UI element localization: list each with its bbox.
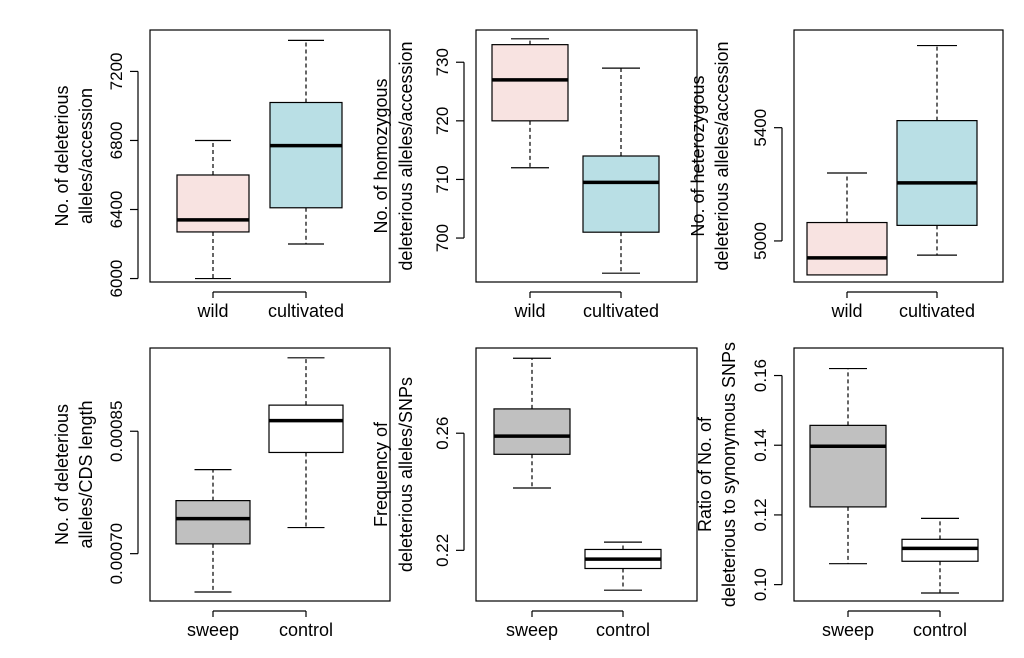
y-tick-label: 0.22 bbox=[433, 534, 452, 567]
x-category-label: wild bbox=[513, 301, 545, 321]
y-tick-label: 0.00070 bbox=[107, 523, 126, 584]
y-axis-title-line: deleterious alleles/accession bbox=[712, 41, 732, 270]
x-category-label: sweep bbox=[187, 620, 239, 640]
boxplot-panel-2: 700 710 720 730 wild cultivated No. of homozyg… bbox=[371, 29, 698, 321]
y-axis-title-line: deleterious to synonymous SNPs bbox=[719, 342, 739, 607]
plot-frame bbox=[149, 29, 391, 283]
box-sweep bbox=[493, 357, 571, 489]
y-axis-title-line: No. of heterozygous bbox=[688, 75, 708, 236]
plot-frame bbox=[793, 347, 1004, 602]
x-category-label: cultivated bbox=[899, 301, 975, 321]
y-tick-label: 0.10 bbox=[751, 568, 770, 601]
interquartile-box bbox=[809, 424, 887, 508]
plot-frame bbox=[149, 347, 391, 602]
interquartile-box bbox=[269, 101, 343, 209]
plot-frame bbox=[475, 347, 698, 602]
y-tick-label: 0.14 bbox=[751, 429, 770, 462]
interquartile-box bbox=[806, 221, 888, 276]
x-category-label: cultivated bbox=[268, 301, 344, 321]
y-tick-label: 6400 bbox=[107, 191, 126, 229]
y-tick-label: 710 bbox=[433, 165, 452, 193]
y-tick-label: 0.26 bbox=[433, 417, 452, 450]
boxplot-panel-4: 0.00070 0.00085 sweep control No. of deleter… bbox=[52, 347, 391, 640]
y-tick-label: 0.16 bbox=[751, 359, 770, 392]
box-wild bbox=[176, 139, 250, 280]
y-tick-label: 700 bbox=[433, 224, 452, 252]
interquartile-box bbox=[175, 500, 251, 545]
y-axis-title-line: No. of deleterious bbox=[52, 404, 72, 545]
box-control bbox=[901, 517, 979, 594]
x-category-label: sweep bbox=[822, 620, 874, 640]
y-tick-label: 0.12 bbox=[751, 498, 770, 531]
y-axis-title-line: Frequency of bbox=[371, 421, 391, 527]
interquartile-box bbox=[582, 155, 660, 233]
interquartile-box bbox=[268, 404, 344, 454]
box-control bbox=[584, 541, 662, 591]
box-cultivated bbox=[896, 44, 978, 256]
box-cultivated bbox=[269, 39, 343, 245]
box-control bbox=[268, 357, 344, 529]
box-cultivated bbox=[582, 67, 660, 274]
y-tick-label: 720 bbox=[433, 107, 452, 135]
y-tick-label: 7200 bbox=[107, 53, 126, 91]
x-category-label: sweep bbox=[506, 620, 558, 640]
x-category-label: wild bbox=[830, 301, 862, 321]
boxplot-panel-5: 0.22 0.26 sweep control Frequency of deleteri… bbox=[371, 347, 698, 640]
y-axis-title-line: deleterious alleles/SNPs bbox=[396, 377, 416, 572]
x-category-label: cultivated bbox=[583, 301, 659, 321]
interquartile-box bbox=[901, 538, 979, 562]
x-category-label: wild bbox=[196, 301, 228, 321]
plot-frame bbox=[793, 29, 1004, 283]
y-axis-title-line: alleles/accession bbox=[76, 88, 96, 224]
x-category-label: control bbox=[596, 620, 650, 640]
y-axis-title-line: No. of homozygous bbox=[371, 78, 391, 233]
y-tick-label: 6800 bbox=[107, 122, 126, 160]
plot-frame bbox=[475, 29, 698, 283]
x-category-label: control bbox=[913, 620, 967, 640]
y-tick-label: 0.00085 bbox=[107, 401, 126, 462]
box-sweep bbox=[809, 367, 887, 565]
interquartile-box bbox=[491, 44, 569, 122]
y-tick-label: 5000 bbox=[751, 222, 770, 260]
y-tick-label: 6000 bbox=[107, 260, 126, 298]
interquartile-box bbox=[493, 408, 571, 455]
y-axis-title-line: No. of deleterious bbox=[52, 85, 72, 226]
box-wild bbox=[491, 38, 569, 169]
boxplot-panel-6: 0.10 0.12 0.14 0.16 sweep control Ratio of No.… bbox=[695, 342, 1004, 640]
y-axis-title-line: alleles/CDS length bbox=[76, 400, 96, 548]
box-sweep bbox=[175, 469, 251, 593]
interquartile-box bbox=[896, 120, 978, 226]
box-wild bbox=[806, 172, 888, 276]
x-category-label: control bbox=[279, 620, 333, 640]
interquartile-box bbox=[176, 174, 250, 233]
y-axis-title-line: deleterious alleles/accession bbox=[396, 41, 416, 270]
boxplot-panel-1: 6000 6400 6800 7200 wild cultivated No. of del… bbox=[52, 29, 391, 321]
y-axis-title-line: Ratio of No. of bbox=[695, 416, 715, 532]
boxplot-panel-3: 5000 5400 wild cultivated No. of heterozygou… bbox=[688, 29, 1004, 321]
y-tick-label: 5400 bbox=[751, 109, 770, 147]
y-tick-label: 730 bbox=[433, 48, 452, 76]
